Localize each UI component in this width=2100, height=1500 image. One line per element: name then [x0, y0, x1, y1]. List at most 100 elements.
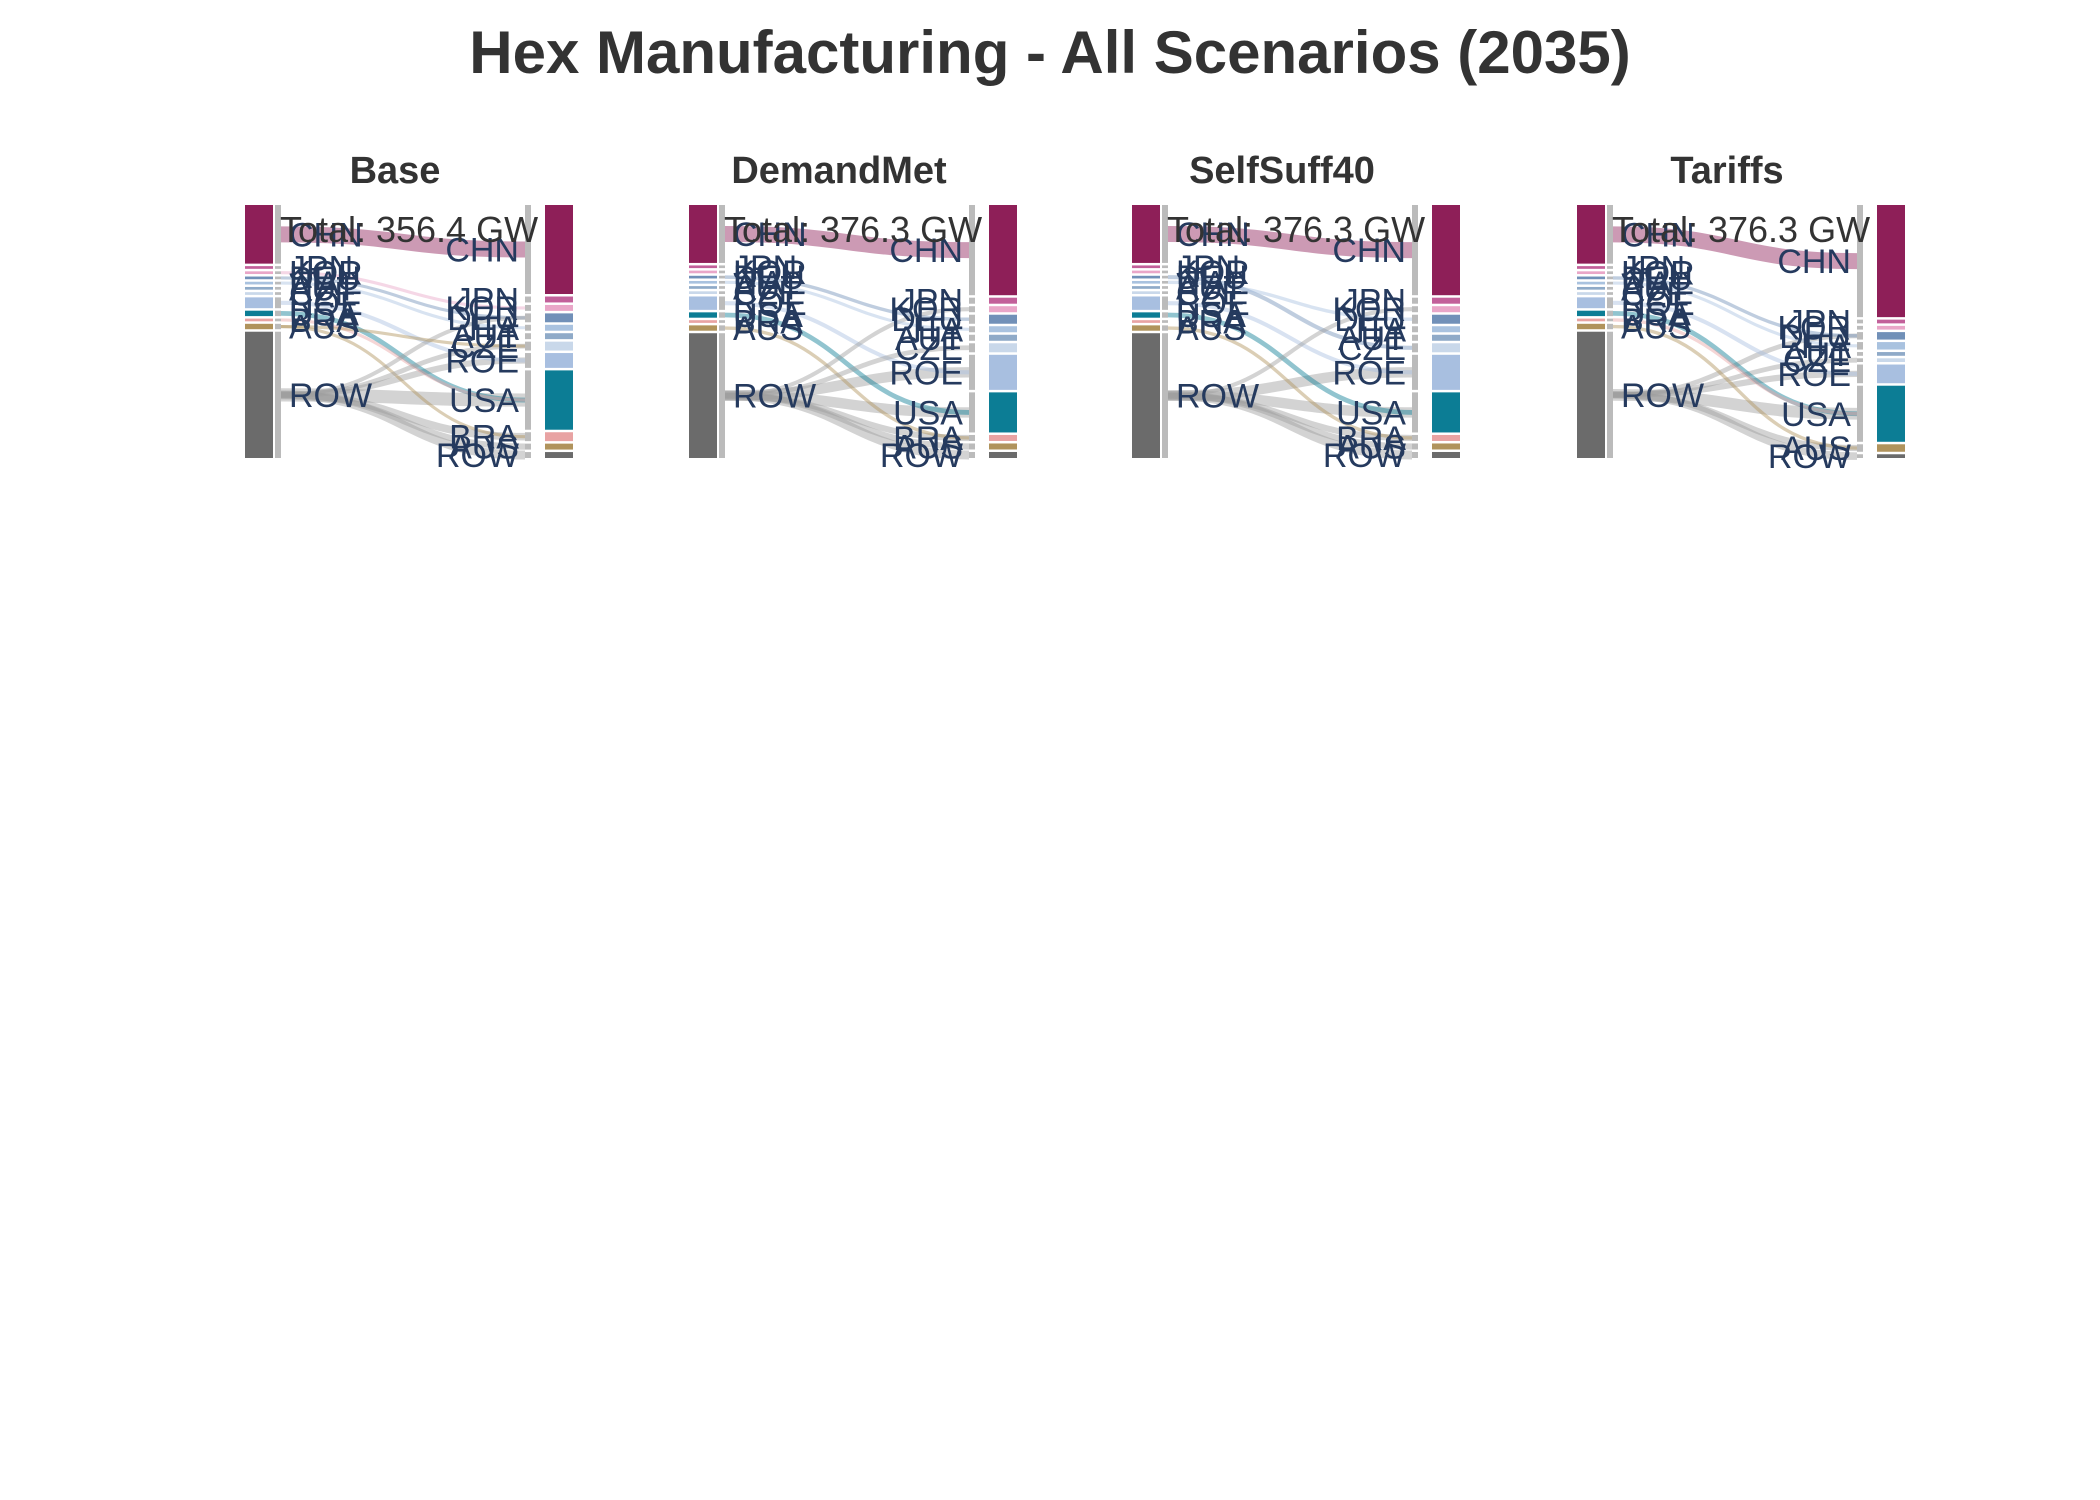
- right-node-edge-jpn: [1857, 319, 1863, 324]
- left-node-label-aus: AUS: [1621, 309, 1691, 347]
- left-node-edge-ita: [275, 281, 281, 285]
- right-node-edge-cze: [969, 343, 975, 353]
- left-node-edge-chn: [1607, 205, 1613, 264]
- right-node-edge-aus: [525, 443, 531, 450]
- left-node-label-ita: ITA: [1621, 265, 1672, 303]
- left-node-label-bra: BRA: [289, 302, 359, 340]
- flow-link: [724, 390, 970, 418]
- right-node-bar-aus: [1432, 443, 1460, 450]
- right-node-label-bra: BRA: [893, 420, 963, 458]
- left-node-edge-aut: [1162, 286, 1168, 289]
- right-node-bar-jpn: [1432, 297, 1460, 304]
- right-node-edge-chn: [1857, 205, 1863, 318]
- left-node-label-cze: CZE: [289, 276, 357, 314]
- left-node-edge-kor: [719, 270, 725, 274]
- left-node-label-roe: ROE: [733, 285, 807, 323]
- left-node-bar-roe: [245, 297, 273, 309]
- right-node-edge-roe: [525, 353, 531, 368]
- right-node-bar-usa: [1432, 392, 1460, 433]
- left-node-edge-bra: [1162, 320, 1168, 323]
- right-node-bar-ita: [989, 326, 1017, 333]
- right-node-bar-bra: [1432, 434, 1460, 441]
- right-node-edge-kor: [1857, 325, 1863, 330]
- right-node-edge-aus: [969, 443, 975, 450]
- flow-link: [724, 280, 970, 331]
- left-node-label-row: ROW: [1621, 377, 1704, 415]
- left-node-label-chn: CHN: [289, 216, 363, 254]
- right-node-label-cze: CZE: [451, 328, 519, 366]
- panel-title-base: Base: [349, 150, 441, 192]
- left-node-bar-row: [1577, 331, 1605, 458]
- left-node-label-jpn: JPN: [1621, 249, 1685, 287]
- right-node-label-aus: AUS: [893, 428, 963, 466]
- left-node-edge-jpn: [1607, 266, 1613, 269]
- left-node-edge-kor: [1607, 271, 1613, 275]
- left-node-bar-aut: [245, 286, 273, 290]
- left-node-bar-jpn: [1132, 265, 1160, 269]
- left-node-edge-ita: [1607, 281, 1613, 285]
- left-node-edge-aus: [275, 323, 281, 330]
- flow-link: [1167, 307, 1413, 398]
- left-node-edge-jpn: [1162, 265, 1168, 269]
- flow-link: [724, 307, 970, 398]
- left-node-edge-usa: [275, 310, 281, 317]
- left-node-bar-deu: [245, 276, 273, 280]
- right-node-edge-jpn: [525, 296, 531, 303]
- left-node-label-bra: BRA: [1176, 304, 1246, 342]
- right-node-bar-ita: [1877, 342, 1905, 350]
- right-node-bar-kor: [1432, 306, 1460, 313]
- chart-title: Hex Manufacturing - All Scenarios (2035): [469, 19, 1631, 86]
- left-node-label-ita: ITA: [1176, 264, 1227, 302]
- right-node-bar-ita: [545, 324, 573, 331]
- left-node-edge-kor: [1162, 270, 1168, 274]
- right-node-label-jpn: JPN: [1787, 304, 1851, 342]
- left-node-label-usa: USA: [733, 297, 803, 335]
- left-node-edge-deu: [1607, 276, 1613, 280]
- flow-link: [1612, 391, 1858, 452]
- right-node-label-aus: AUS: [1781, 430, 1851, 468]
- left-node-label-kor: KOR: [289, 255, 363, 293]
- flow-link: [1612, 388, 1858, 420]
- right-node-label-chn: CHN: [1332, 232, 1406, 270]
- right-node-bar-usa: [989, 392, 1017, 433]
- right-node-label-kor: KOR: [445, 290, 519, 328]
- right-node-bar-row: [545, 452, 573, 458]
- left-node-bar-chn: [1132, 205, 1160, 263]
- left-node-bar-ita: [245, 281, 273, 285]
- right-node-edge-ita: [525, 324, 531, 331]
- left-node-label-deu: DEU: [733, 259, 805, 297]
- right-node-bar-jpn: [545, 296, 573, 303]
- right-node-edge-jpn: [1412, 297, 1418, 304]
- sankey-panel-selfsuff40: CHNJPNKORDEUITAAUTCZEROEUSABRAAUSROWCHNJ…: [1132, 205, 1460, 475]
- flow-link: [280, 315, 526, 397]
- left-node-label-bra: BRA: [1621, 302, 1691, 340]
- left-node-label-aut: AUT: [1621, 270, 1689, 308]
- left-node-edge-cze: [275, 292, 281, 295]
- right-node-edge-row: [1412, 451, 1418, 458]
- left-node-bar-usa: [1577, 310, 1605, 317]
- left-node-label-usa: USA: [1176, 297, 1246, 335]
- left-node-bar-chn: [689, 205, 717, 263]
- left-node-bar-cze: [689, 291, 717, 294]
- left-node-bar-kor: [1132, 270, 1160, 274]
- panel-title-demandmet: DemandMet: [731, 150, 947, 192]
- right-node-bar-kor: [545, 304, 573, 311]
- left-node-label-kor: KOR: [1621, 255, 1695, 293]
- right-node-label-usa: USA: [1781, 396, 1851, 434]
- right-node-edge-bra: [525, 432, 531, 442]
- flow-link: [1167, 275, 1413, 350]
- left-node-bar-aus: [1132, 325, 1160, 331]
- flow-link: [280, 391, 526, 450]
- left-node-label-jpn: JPN: [289, 249, 353, 287]
- left-node-edge-row: [719, 333, 725, 458]
- flow-link: [1167, 225, 1413, 259]
- left-node-label-row: ROW: [733, 378, 816, 416]
- right-node-label-deu: DEU: [1779, 318, 1851, 356]
- right-node-edge-deu: [969, 314, 975, 324]
- right-node-label-chn: CHN: [445, 232, 519, 270]
- right-node-edge-kor: [1412, 306, 1418, 313]
- left-node-label-usa: USA: [289, 295, 359, 333]
- flow-link: [1167, 391, 1413, 460]
- right-node-edge-bra: [1412, 434, 1418, 441]
